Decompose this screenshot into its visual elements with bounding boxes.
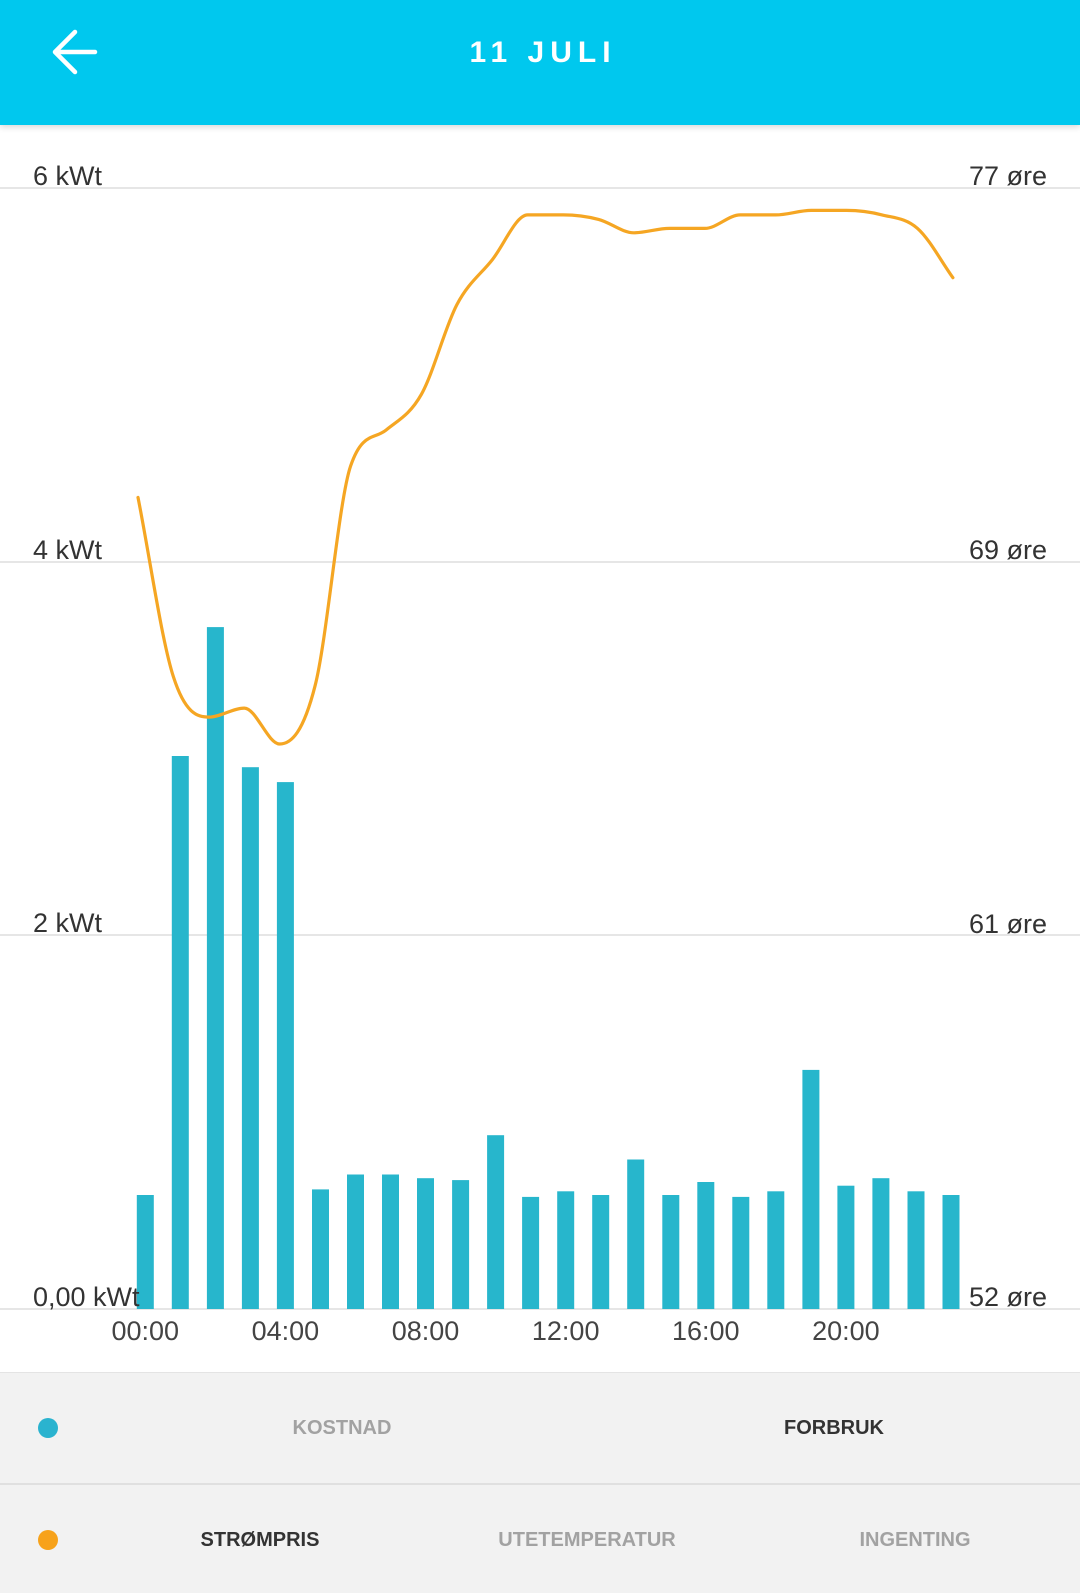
- forbruk-bar-22[interactable]: [907, 1191, 925, 1309]
- forbruk-bar-15[interactable]: [662, 1195, 680, 1309]
- consumption-price-chart: [0, 187, 1080, 1310]
- y-right-tick-label: 61 øre: [968, 908, 1047, 939]
- forbruk-bar-8[interactable]: [417, 1178, 434, 1309]
- option-kostnad[interactable]: KOSTNAD: [292, 1417, 392, 1439]
- option-ingenting[interactable]: INGENTING: [859, 1529, 971, 1551]
- x-tick-label: 00:00: [111, 1316, 180, 1346]
- y-left-tick-label: 0,00 kWt: [33, 1282, 140, 1312]
- x-tick-label: 08:00: [391, 1316, 460, 1346]
- forbruk-bar-21[interactable]: [872, 1178, 890, 1309]
- bar-series-selector: KOSTNAD FORBRUK: [0, 1372, 1080, 1483]
- bar-series-color-dot: [38, 1418, 58, 1438]
- line-series-selector: STRØMPRIS UTETEMPERATUR INGENTING: [0, 1483, 1080, 1593]
- forbruk-bar-0[interactable]: [136, 1195, 154, 1309]
- forbruk-bar-13[interactable]: [592, 1195, 610, 1309]
- y-left-tick-label: 2 kWt: [33, 908, 103, 939]
- forbruk-bar-4[interactable]: [276, 782, 294, 1309]
- forbruk-bar-20[interactable]: [837, 1185, 855, 1309]
- forbruk-bar-14[interactable]: [627, 1159, 645, 1310]
- forbruk-bar-7[interactable]: [382, 1174, 399, 1310]
- line-series-color-dot: [38, 1530, 58, 1550]
- forbruk-bar-18[interactable]: [767, 1191, 785, 1309]
- forbruk-bar-5[interactable]: [312, 1189, 329, 1309]
- y-right-tick-label: 77 øre: [968, 161, 1047, 191]
- y-right-tick-label: 52 øre: [968, 1282, 1047, 1312]
- forbruk-bar-23[interactable]: [942, 1195, 960, 1309]
- forbruk-bar-9[interactable]: [452, 1180, 470, 1309]
- forbruk-bar-1[interactable]: [171, 756, 189, 1309]
- y-right-tick-label: 69 øre: [968, 534, 1047, 565]
- strompris-line: [136, 208, 955, 746]
- forbruk-bar-6[interactable]: [347, 1174, 364, 1310]
- forbruk-bar-2[interactable]: [206, 627, 224, 1309]
- forbruk-bar-17[interactable]: [732, 1196, 750, 1309]
- x-tick-label: 16:00: [672, 1316, 740, 1346]
- x-tick-label: 12:00: [531, 1316, 600, 1346]
- forbruk-bar-10[interactable]: [487, 1135, 505, 1309]
- y-left-tick-label: 4 kWt: [33, 534, 103, 565]
- app-header: 11 JULI: [0, 0, 1080, 125]
- forbruk-bars: [136, 627, 960, 1310]
- x-tick-label: 04:00: [251, 1316, 320, 1346]
- x-tick-label: 20:00: [812, 1316, 880, 1346]
- y-left-tick-label: 6 kWt: [33, 161, 103, 191]
- arrow-left-icon: [52, 29, 98, 75]
- back-button[interactable]: [40, 18, 110, 86]
- forbruk-bar-16[interactable]: [697, 1182, 715, 1309]
- gridlines: [0, 187, 1080, 1310]
- forbruk-bar-12[interactable]: [557, 1191, 575, 1309]
- forbruk-bar-19[interactable]: [802, 1069, 820, 1309]
- option-utetemperatur[interactable]: UTETEMPERATUR: [498, 1529, 676, 1551]
- option-forbruk[interactable]: FORBRUK: [784, 1417, 884, 1439]
- forbruk-bar-11[interactable]: [522, 1196, 540, 1309]
- page-title: 11 JULI: [469, 36, 617, 69]
- forbruk-bar-3[interactable]: [241, 767, 259, 1309]
- option-strompris[interactable]: STRØMPRIS: [200, 1529, 320, 1551]
